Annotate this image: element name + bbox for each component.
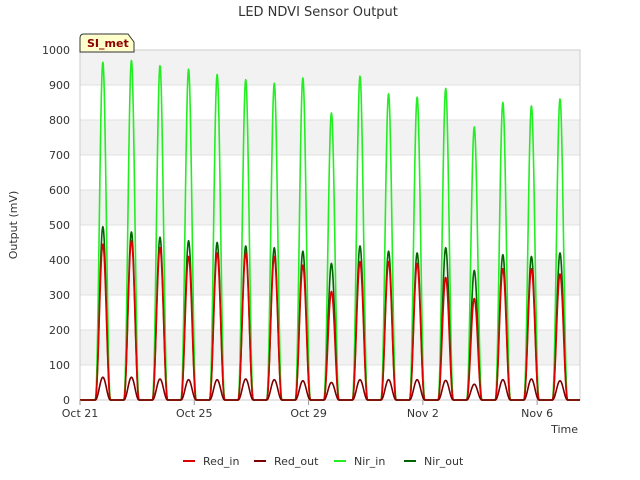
y-tick-label: 400 [49, 254, 70, 267]
grid-band [80, 50, 580, 85]
y-tick-label: 700 [49, 149, 70, 162]
legend-label: Red_out [274, 455, 319, 468]
badge-label: SI_met [87, 37, 129, 50]
series-line-red-out [79, 376, 581, 401]
x-tick-label: Oct 29 [290, 407, 327, 420]
y-tick-label: 500 [49, 219, 70, 232]
grid-band [80, 85, 580, 120]
x-tick-label: Oct 21 [62, 407, 99, 420]
series-line-red-in [79, 239, 581, 401]
legend-label: Nir_in [354, 455, 385, 468]
site-badge: SI_met [79, 33, 135, 53]
x-tick-label: Nov 6 [521, 407, 553, 420]
y-tick-label: 300 [49, 289, 70, 302]
x-tick-label: Oct 25 [176, 407, 213, 420]
plot-frame [79, 49, 581, 401]
y-tick-label: 100 [49, 359, 70, 372]
legend-label: Red_in [203, 455, 239, 468]
y-tick-label: 200 [49, 324, 70, 337]
y-tick-label: 600 [49, 184, 70, 197]
y-tick-label: 1000 [42, 44, 70, 57]
x-axis: Oct 21 Oct 25 Oct 29 Nov 2 Nov 6 [62, 400, 553, 420]
x-tick-label: Nov 2 [407, 407, 439, 420]
x-axis-label: Time [550, 423, 578, 436]
badge-shape [79, 33, 135, 53]
legend-label: Nir_out [424, 455, 464, 468]
y-tick-label: 900 [49, 79, 70, 92]
y-tick-label: 0 [63, 394, 70, 407]
chart-title: LED NDVI Sensor Output [238, 5, 398, 20]
series-layer [79, 59, 581, 401]
y-axis: 0 100 200 300 400 500 600 700 800 900 1000 [42, 44, 70, 407]
legend: Red_in Red_out Nir_in Nir_out [183, 455, 464, 468]
y-tick-label: 800 [49, 114, 70, 127]
grid-band [80, 225, 580, 260]
y-axis-label: Output (mV) [7, 191, 20, 260]
